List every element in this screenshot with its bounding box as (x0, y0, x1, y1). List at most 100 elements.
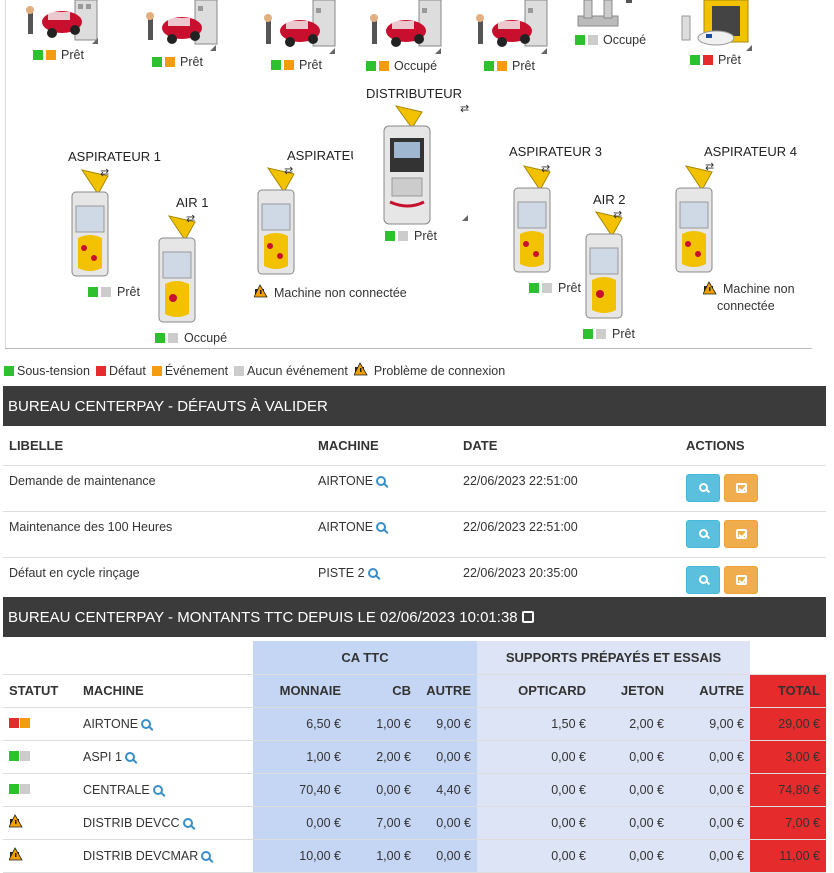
search-icon[interactable] (152, 784, 163, 795)
resize-handle[interactable] (92, 38, 98, 44)
machine-label[interactable]: ASPIRATEUR 1 (68, 149, 161, 164)
check-square-icon (735, 574, 747, 585)
status-text: Prêt (612, 327, 635, 341)
table-row: Demande de maintenance AIRTONE 22/06/2023 … (3, 465, 826, 512)
resize-handle[interactable] (210, 45, 216, 51)
status-square (9, 717, 19, 728)
status-square (542, 283, 552, 293)
status-text: Machine non connectée (274, 285, 407, 300)
status-square (20, 783, 30, 794)
wash-bay-image[interactable] (140, 0, 220, 52)
sync-icon[interactable]: ⇄ (705, 161, 715, 173)
status-square (234, 365, 245, 376)
wash-bay-image[interactable] (470, 0, 550, 56)
resize-handle[interactable] (746, 45, 752, 51)
search-icon[interactable] (376, 521, 387, 532)
aspirateur-1-image[interactable] (68, 166, 114, 280)
air-2-image[interactable] (582, 208, 628, 322)
status-text: Machine non connectée (717, 282, 795, 313)
status-text: Occupé (394, 59, 438, 73)
date-cell: 22/06/2023 20:35:00 (457, 557, 680, 604)
amount-cell: 0,00 € (347, 773, 417, 807)
machine-status: Prêt (529, 281, 581, 295)
wash-bay-image[interactable] (364, 0, 444, 56)
amount-cell: 4,40 € (417, 773, 477, 807)
status-square (271, 60, 281, 70)
search-icon[interactable] (141, 718, 152, 729)
machine-label[interactable]: ASPIRATEUR 3 (509, 144, 602, 159)
view-button[interactable] (686, 473, 720, 502)
aspirateur-2-image[interactable] (254, 164, 300, 278)
amount-cell: 0,00 € (477, 773, 592, 807)
sync-icon[interactable]: ⇄ (613, 209, 623, 221)
wash-gantry-image[interactable] (576, 0, 636, 30)
amount-cell: 0,00 € (477, 740, 592, 774)
status-square (583, 329, 593, 339)
amount-cell: 7,00 € (347, 806, 417, 840)
machine-label[interactable]: ASPIRATEU (287, 148, 353, 163)
sync-icon[interactable]: ⇄ (541, 163, 551, 175)
sync-icon[interactable]: ⇄ (186, 213, 196, 225)
aspirateur-3-image[interactable] (510, 162, 556, 276)
libelle-cell: Défaut en cycle rinçage (3, 557, 312, 604)
statut-cell (3, 707, 77, 741)
search-icon[interactable] (201, 850, 212, 861)
status-square (165, 57, 175, 67)
amount-cell: 0,00 € (592, 806, 670, 840)
actions-cell (680, 465, 826, 512)
legend-item: Événement (151, 363, 229, 378)
panel-title-text: BUREAU CENTERPAY - MONTANTS TTC DEPUIS L… (8, 608, 518, 626)
machine-label[interactable]: AIR 1 (176, 195, 209, 210)
wash-bay-image[interactable] (20, 0, 100, 46)
resize-handle[interactable] (541, 48, 547, 54)
col-jeton: JETON (592, 674, 670, 708)
sync-icon[interactable]: ⇄ (460, 103, 470, 115)
legend-label: Événement (164, 363, 229, 378)
amount-cell: 2,00 € (347, 740, 417, 774)
amount-cell: 74,80 € (750, 773, 826, 807)
libelle-cell: Maintenance des 100 Heures (3, 511, 312, 558)
search-icon[interactable] (124, 751, 135, 762)
machine-cell: CENTRALE (77, 773, 253, 807)
view-button[interactable] (686, 565, 720, 594)
machine-label[interactable]: DISTRIBUTEUR (366, 86, 463, 101)
status-square (588, 35, 598, 45)
resize-handle[interactable] (329, 48, 335, 54)
machine-label[interactable]: ASPIRATEUR 4 (704, 144, 797, 159)
wash-portal-image[interactable] (680, 0, 752, 50)
status-square (20, 750, 30, 761)
aspirateur-4-image[interactable] (672, 162, 718, 276)
sync-icon[interactable]: ⇄ (284, 165, 294, 177)
search-icon[interactable] (367, 567, 378, 578)
edit-icon[interactable] (521, 611, 534, 623)
bay-status: Occupé (575, 33, 646, 47)
resize-handle[interactable] (435, 48, 441, 54)
status-square (9, 750, 19, 761)
validate-button[interactable] (724, 565, 758, 594)
machine-label[interactable]: AIR 2 (593, 192, 626, 207)
sync-icon[interactable]: ⇄ (100, 167, 110, 179)
search-icon[interactable] (182, 817, 193, 828)
col-autre-supports: AUTRE (670, 674, 750, 708)
defauts-table: LIBELLE MACHINE DATE ACTIONS Demande de … (3, 427, 826, 604)
distributeur-image[interactable] (380, 104, 436, 228)
resize-handle[interactable] (462, 215, 468, 221)
status-square (385, 231, 395, 241)
table-header-row: STATUT MACHINE MONNAIE CB AUTRE OPTICARD… (3, 674, 826, 708)
search-icon[interactable] (376, 475, 387, 486)
amount-cell: 11,00 € (750, 839, 826, 873)
amount-cell: 3,00 € (750, 740, 826, 774)
machine-status: Machine non connectée (702, 281, 795, 315)
status-square (95, 365, 106, 376)
bay-status: Prêt (484, 59, 535, 73)
status-text: Prêt (558, 281, 581, 295)
view-button[interactable] (686, 519, 720, 548)
amount-cell: 0,00 € (417, 839, 477, 873)
date-cell: 22/06/2023 22:51:00 (457, 465, 680, 512)
validate-button[interactable] (724, 473, 758, 502)
status-text: Occupé (184, 331, 228, 345)
bay-status: Prêt (152, 55, 203, 69)
air-1-image[interactable] (155, 212, 201, 326)
wash-bay-image[interactable] (258, 0, 338, 56)
validate-button[interactable] (724, 519, 758, 548)
